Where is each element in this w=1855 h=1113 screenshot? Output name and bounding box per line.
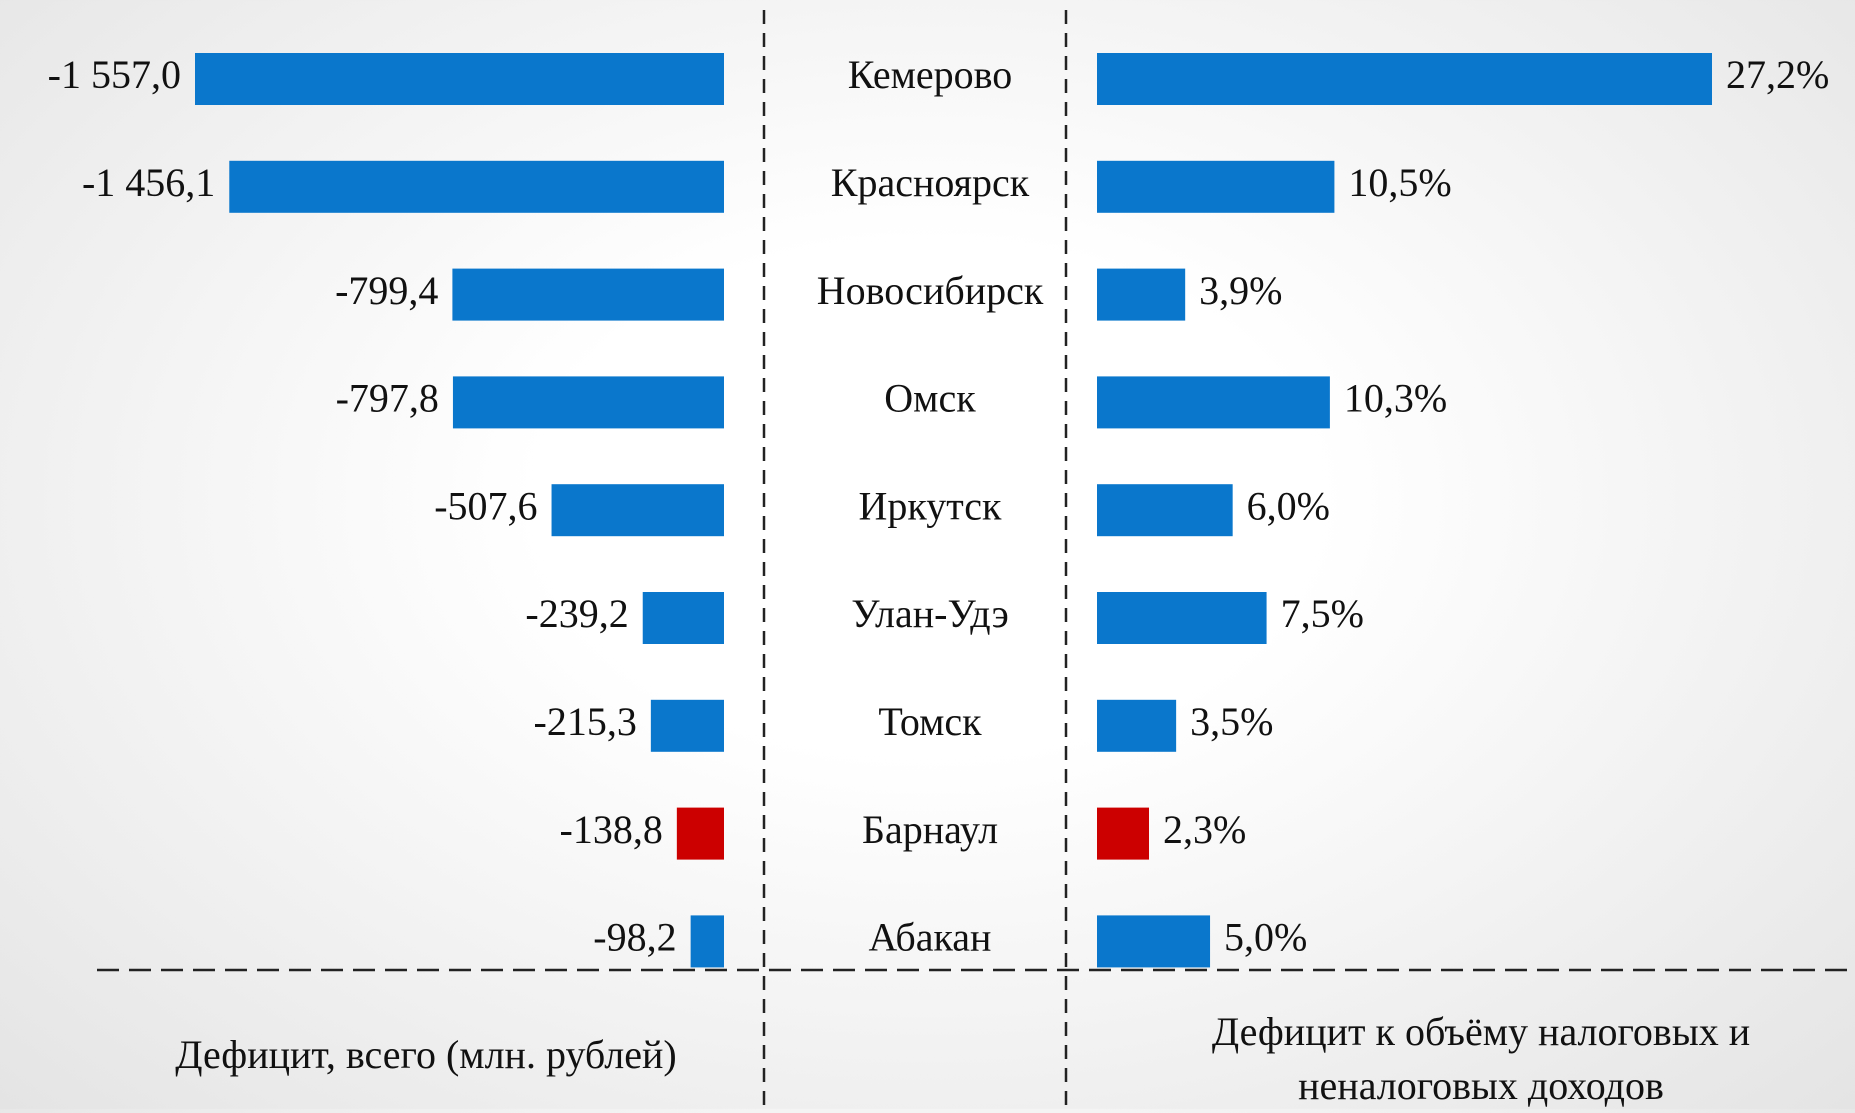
bar (1097, 53, 1712, 105)
category-label: Томск (878, 699, 982, 744)
value-label: -239,2 (525, 591, 628, 636)
bar (1097, 699, 1177, 752)
bar (551, 484, 724, 537)
bar (229, 160, 724, 213)
bar (195, 53, 724, 105)
category-label: Иркутск (859, 483, 1002, 528)
category-label: Абакан (869, 915, 992, 960)
value-label: -1 557,0 (48, 52, 181, 97)
bar (1097, 160, 1335, 213)
value-label: 10,5% (1348, 160, 1451, 205)
value-label: 3,5% (1190, 699, 1273, 744)
value-label: 7,5% (1281, 591, 1364, 636)
bar (690, 915, 724, 968)
value-label: -138,8 (560, 807, 663, 852)
value-label: -799,4 (335, 268, 438, 313)
value-label: 10,3% (1344, 376, 1447, 421)
bar (1097, 592, 1267, 644)
bar (676, 807, 724, 860)
bar (1097, 268, 1186, 321)
value-label: 3,9% (1199, 268, 1282, 313)
value-label: -1 456,1 (82, 160, 215, 205)
bar (452, 268, 724, 321)
left-caption: Дефицит, всего (млн. рублей) (175, 1032, 677, 1077)
bar (1097, 807, 1150, 860)
category-label: Барнаул (862, 807, 998, 852)
bar (1097, 915, 1211, 968)
value-label: 5,0% (1224, 915, 1307, 960)
category-label: Улан-Удэ (851, 591, 1008, 636)
value-label: -98,2 (593, 915, 676, 960)
bar (650, 699, 724, 752)
value-label: -507,6 (434, 483, 537, 528)
value-label: -215,3 (534, 699, 637, 744)
category-label: Омск (884, 376, 976, 421)
value-label: 2,3% (1163, 807, 1246, 852)
category-label: Кемерово (848, 52, 1013, 97)
bar (1097, 376, 1330, 429)
value-label: 27,2% (1726, 52, 1829, 97)
category-label: Новосибирск (817, 268, 1044, 313)
right-caption: Дефицит к объёму налоговых и неналоговых… (1211, 1009, 1751, 1108)
category-label: Красноярск (831, 160, 1030, 205)
bar (1097, 484, 1233, 537)
value-label: -797,8 (336, 376, 439, 421)
bar (642, 592, 724, 644)
value-label: 6,0% (1247, 483, 1330, 528)
bar (452, 376, 724, 429)
